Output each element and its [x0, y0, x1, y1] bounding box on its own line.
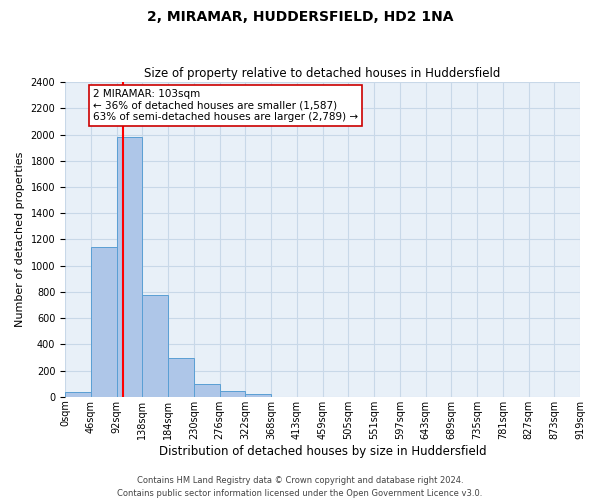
Y-axis label: Number of detached properties: Number of detached properties — [15, 152, 25, 327]
Text: 2, MIRAMAR, HUDDERSFIELD, HD2 1NA: 2, MIRAMAR, HUDDERSFIELD, HD2 1NA — [147, 10, 453, 24]
Bar — [91, 248, 116, 397]
Text: Contains HM Land Registry data © Crown copyright and database right 2024.
Contai: Contains HM Land Registry data © Crown c… — [118, 476, 482, 498]
Bar — [220, 391, 245, 397]
Title: Size of property relative to detached houses in Huddersfield: Size of property relative to detached ho… — [145, 66, 501, 80]
Bar — [168, 358, 194, 397]
Bar — [65, 392, 91, 397]
Bar — [142, 295, 168, 397]
Bar — [116, 137, 142, 397]
X-axis label: Distribution of detached houses by size in Huddersfield: Distribution of detached houses by size … — [159, 444, 487, 458]
Text: 2 MIRAMAR: 103sqm
← 36% of detached houses are smaller (1,587)
63% of semi-detac: 2 MIRAMAR: 103sqm ← 36% of detached hous… — [93, 89, 358, 122]
Bar — [194, 384, 220, 397]
Bar — [245, 394, 271, 397]
